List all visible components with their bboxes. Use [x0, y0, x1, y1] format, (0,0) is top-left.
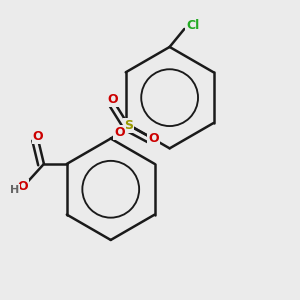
Text: O: O	[148, 132, 159, 145]
Text: O: O	[17, 180, 28, 193]
Text: O: O	[114, 125, 125, 139]
Text: H: H	[10, 185, 19, 195]
Text: Cl: Cl	[186, 19, 199, 32]
Text: O: O	[107, 93, 118, 106]
Text: S: S	[124, 119, 133, 132]
Text: O: O	[33, 130, 43, 142]
